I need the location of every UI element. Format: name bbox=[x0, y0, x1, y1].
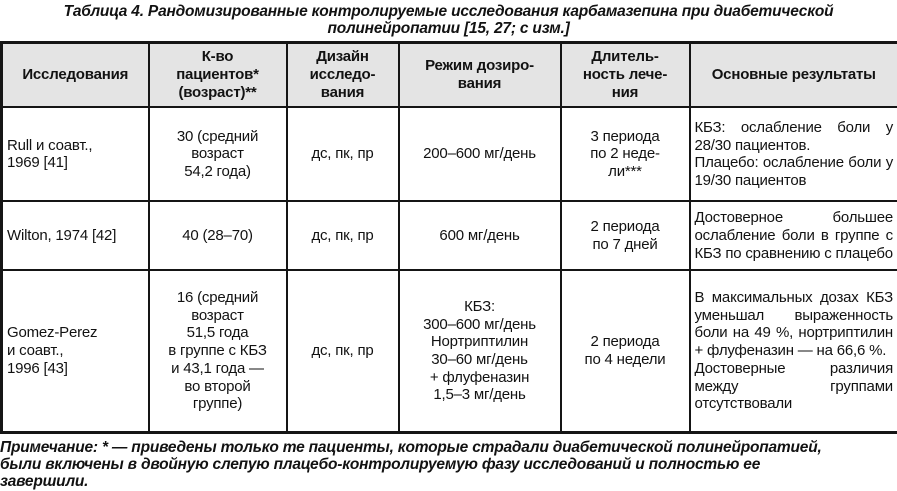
header-study-design: Дизайн исследо- вания bbox=[287, 42, 399, 107]
header-duration: Длитель- ность лече- ния bbox=[561, 42, 690, 107]
table-header-row: Исследования К-во пациентов* (возраст)**… bbox=[2, 42, 897, 107]
cell-study: Wilton, 1974 [42] bbox=[2, 201, 149, 270]
cell-design: дс, пк, пр bbox=[287, 201, 399, 270]
rct-carbamazepine-table: Исследования К-во пациентов* (возраст)**… bbox=[0, 41, 897, 434]
footnote: Примечание: * — приведены только те паци… bbox=[0, 439, 897, 491]
cell-results: КБЗ: ослабление боли у 28/30 пациентов. … bbox=[690, 107, 897, 201]
cell-results: В максимальных дозах КБЗ уменьшал выраже… bbox=[690, 270, 897, 432]
cell-design: дс, пк, пр bbox=[287, 107, 399, 201]
cell-patients: 30 (средний возраст 54,2 года) bbox=[149, 107, 287, 201]
table-row: Gomez-Perez и соавт., 1996 [43] 16 (сред… bbox=[2, 270, 897, 432]
cell-dose: КБЗ: 300–600 мг/день Нортриптилин 30–60 … bbox=[399, 270, 561, 432]
header-patient-count: К-во пациентов* (возраст)** bbox=[149, 42, 287, 107]
cell-duration: 3 периода по 2 неде- ли*** bbox=[561, 107, 690, 201]
header-dosing-regimen: Режим дозиро- вания bbox=[399, 42, 561, 107]
cell-study: Rull и соавт., 1969 [41] bbox=[2, 107, 149, 201]
header-main-results: Основные результаты bbox=[690, 42, 897, 107]
cell-dose: 600 мг/день bbox=[399, 201, 561, 270]
table-row: Wilton, 1974 [42] 40 (28–70) дс, пк, пр … bbox=[2, 201, 897, 270]
cell-dose: 200–600 мг/день bbox=[399, 107, 561, 201]
cell-study: Gomez-Perez и соавт., 1996 [43] bbox=[2, 270, 149, 432]
table-row: Rull и соавт., 1969 [41] 30 (средний воз… bbox=[2, 107, 897, 201]
cell-results: Достоверное большее ослабление боли в гр… bbox=[690, 201, 897, 270]
header-studies: Исследования bbox=[2, 42, 149, 107]
cell-design: дс, пк, пр bbox=[287, 270, 399, 432]
cell-patients: 16 (средний возраст 51,5 года в группе с… bbox=[149, 270, 287, 432]
table-caption: Таблица 4. Рандомизированные контролируе… bbox=[0, 0, 897, 38]
cell-duration: 2 периода по 7 дней bbox=[561, 201, 690, 270]
cell-patients: 40 (28–70) bbox=[149, 201, 287, 270]
cell-duration: 2 периода по 4 недели bbox=[561, 270, 690, 432]
